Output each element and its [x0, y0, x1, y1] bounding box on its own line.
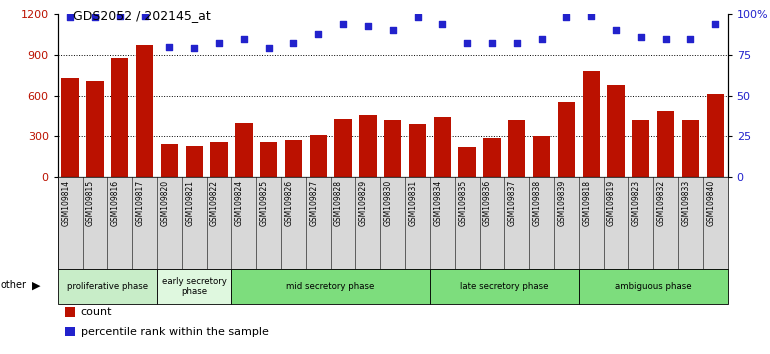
Text: proliferative phase: proliferative phase	[67, 282, 148, 291]
Point	[387, 28, 399, 33]
Text: GSM109831: GSM109831	[409, 180, 417, 226]
Bar	[359, 115, 377, 177]
Point	[337, 21, 350, 27]
Text: ambiguous phase: ambiguous phase	[615, 282, 691, 291]
Bar	[136, 45, 153, 177]
Text: GSM109834: GSM109834	[434, 180, 442, 226]
Text: GSM109827: GSM109827	[310, 180, 318, 226]
Point	[486, 41, 498, 46]
Point	[312, 31, 324, 36]
Bar	[579, 269, 728, 304]
Bar	[232, 269, 430, 304]
Text: ▶: ▶	[32, 281, 40, 291]
Bar	[58, 269, 157, 304]
Bar	[111, 58, 129, 177]
Bar	[582, 71, 600, 177]
Point	[659, 36, 671, 41]
Bar	[62, 78, 79, 177]
Bar	[409, 124, 427, 177]
Text: GDS2052 / 202145_at: GDS2052 / 202145_at	[73, 9, 211, 22]
Text: GSM109821: GSM109821	[186, 180, 194, 226]
Text: GSM109828: GSM109828	[334, 180, 343, 226]
Point	[561, 15, 573, 20]
Point	[461, 41, 474, 46]
Bar	[707, 94, 724, 177]
Text: other: other	[1, 280, 27, 290]
Text: GSM109840: GSM109840	[706, 180, 715, 226]
Point	[188, 46, 200, 51]
Text: GSM109822: GSM109822	[210, 180, 219, 226]
Text: percentile rank within the sample: percentile rank within the sample	[81, 327, 269, 337]
Point	[362, 23, 374, 28]
Bar	[285, 140, 302, 177]
Point	[89, 15, 101, 20]
Bar	[608, 85, 624, 177]
Text: GSM109835: GSM109835	[458, 180, 467, 226]
Text: GSM109832: GSM109832	[657, 180, 665, 226]
Bar	[235, 123, 253, 177]
Bar	[186, 146, 203, 177]
Point	[436, 21, 448, 27]
Bar	[260, 142, 277, 177]
Text: GSM109826: GSM109826	[284, 180, 293, 226]
Text: early secretory
phase: early secretory phase	[162, 277, 226, 296]
Bar	[86, 81, 104, 177]
Bar	[310, 135, 327, 177]
Text: GSM109820: GSM109820	[160, 180, 169, 226]
Point	[634, 34, 647, 40]
Bar	[657, 110, 675, 177]
Text: late secretory phase: late secretory phase	[460, 282, 548, 291]
Point	[263, 46, 275, 51]
Point	[685, 36, 697, 41]
Text: mid secretory phase: mid secretory phase	[286, 282, 375, 291]
Bar	[557, 102, 575, 177]
Bar	[334, 119, 352, 177]
Bar	[210, 142, 228, 177]
Bar	[484, 138, 500, 177]
Text: GSM109816: GSM109816	[111, 180, 120, 226]
Point	[287, 41, 300, 46]
Point	[64, 15, 76, 20]
Text: GSM109839: GSM109839	[557, 180, 567, 226]
Bar	[632, 120, 649, 177]
Text: GSM109833: GSM109833	[681, 180, 691, 226]
Point	[610, 28, 622, 33]
Text: GSM109825: GSM109825	[259, 180, 269, 226]
Text: GSM109817: GSM109817	[136, 180, 145, 226]
Point	[411, 15, 424, 20]
Text: GSM109824: GSM109824	[235, 180, 244, 226]
Text: GSM109823: GSM109823	[632, 180, 641, 226]
Text: count: count	[81, 307, 112, 317]
Point	[535, 36, 547, 41]
Text: GSM109836: GSM109836	[483, 180, 492, 226]
Text: GSM109837: GSM109837	[507, 180, 517, 226]
Text: GSM109830: GSM109830	[383, 180, 393, 226]
Point	[139, 13, 151, 19]
Bar	[681, 120, 699, 177]
Bar	[533, 136, 551, 177]
Point	[238, 36, 250, 41]
Bar	[157, 269, 232, 304]
Text: GSM109814: GSM109814	[61, 180, 70, 226]
Bar	[434, 117, 451, 177]
Bar	[458, 147, 476, 177]
Bar	[161, 144, 178, 177]
Bar	[384, 120, 401, 177]
Point	[511, 41, 523, 46]
Point	[709, 21, 721, 27]
Bar	[508, 120, 525, 177]
Bar	[430, 269, 579, 304]
Point	[213, 41, 225, 46]
Text: GSM109838: GSM109838	[533, 180, 541, 226]
Point	[163, 44, 176, 50]
Text: GSM109829: GSM109829	[359, 180, 368, 226]
Text: GSM109818: GSM109818	[582, 180, 591, 226]
Text: GSM109815: GSM109815	[86, 180, 95, 226]
Point	[114, 13, 126, 19]
Point	[585, 13, 598, 19]
Text: GSM109819: GSM109819	[607, 180, 616, 226]
